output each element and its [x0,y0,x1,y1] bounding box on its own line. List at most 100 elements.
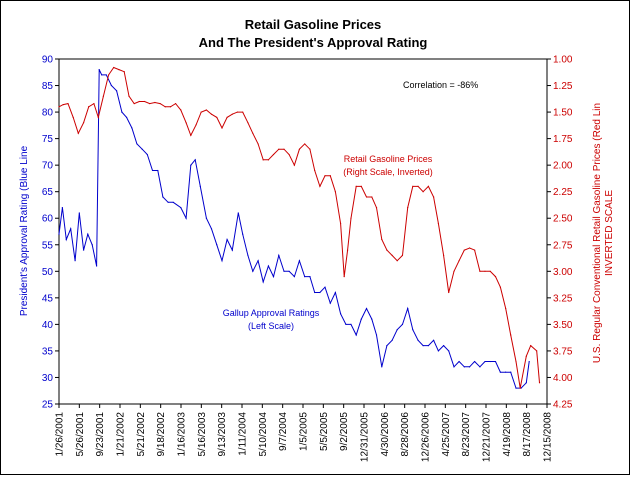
series-0-point [237,212,239,214]
series-1-point [381,238,383,241]
series-1-point [221,127,223,129]
x-tick-label: 5/21/2002 [136,412,147,457]
series-0-point [293,276,295,278]
series-1-point [108,74,110,76]
series-0-point [360,318,362,320]
series-0-point [314,291,316,294]
series-1-point [489,270,491,272]
series-0-point [146,153,148,156]
series-0-point [309,276,311,278]
series-0-point [433,339,435,341]
series-1-point [515,360,517,363]
series-0-point [319,291,321,294]
x-tick-label: 9/18/2002 [156,412,167,457]
series-1-point [458,260,460,262]
gas-series-label-line2: (Right Scale, Inverted) [343,167,433,177]
series-1-point [58,106,60,108]
series-1-point [138,100,140,103]
series-0-point [278,254,280,256]
series-0-point [267,265,270,267]
series-0-point [371,318,373,320]
series-1-point [123,71,125,73]
right-tick-label: 2.75 [553,240,573,251]
series-1-point [143,100,146,103]
series-0-point [98,69,100,71]
right-tick-label: 1.00 [553,55,573,66]
series-1-point [226,116,228,118]
series-0-point [216,244,218,246]
series-1-point [252,132,254,134]
series-0-point [242,233,244,235]
left-tick-label: 35 [42,346,54,357]
series-1-point [309,148,311,150]
series-1-point [412,185,414,187]
series-0-point [334,291,336,294]
x-tick-label: 9/13/2003 [217,412,228,457]
left-tick-label: 65 [42,187,54,198]
series-1-point [216,116,218,118]
x-tick-label: 1/11/2004 [238,412,249,456]
series-1-point [242,111,244,113]
series-layer [58,66,541,389]
series-0-point [162,196,164,198]
series-1-point [448,291,450,294]
series-0-point [407,307,409,310]
series-1-point [88,106,90,108]
series-1-point [304,143,306,145]
series-1-point [62,104,64,106]
series-0-point [116,90,118,92]
right-tick-label: 1.25 [553,81,573,92]
x-tick-label: 5/26/2001 [75,412,86,457]
series-0-point [105,74,107,76]
gas-series-label-line1: Retail Gasoline Prices [344,154,433,164]
series-1-point [401,254,404,256]
series-0-point [101,74,103,76]
series-0-point [463,366,465,368]
series-1-point [386,249,388,251]
series-0-point [329,302,331,304]
right-tick-label: 3.75 [553,346,573,357]
series-0-point [345,323,347,325]
series-1-point [247,122,249,124]
series-1-point [334,191,336,193]
series-1-point [375,207,378,209]
series-1-point [169,106,172,108]
series-0-point [58,233,60,235]
series-0-point [396,329,398,331]
series-1-point [324,175,326,177]
series-1-point [93,102,95,105]
series-0-point [180,207,182,209]
x-axis: 1/26/2001 5/26/2001 9/23/2001 1/21/2002 5/21… [55,404,554,462]
left-tick-label: 75 [42,134,54,145]
series-0-point [194,159,196,161]
series-1-point [174,102,177,105]
series-0-point [82,249,85,251]
x-tick-label: 1/21/2002 [116,412,127,457]
left-tick-label: 60 [42,214,54,225]
series-0-point [257,260,259,262]
series-1-point [343,276,345,278]
x-tick-label: 8/17/2008 [522,412,533,457]
approval-series-label-line1: Gallup Approval Ratings [223,308,320,318]
series-0-point [210,228,213,230]
series-1-point [128,95,130,97]
left-tick-label: 90 [42,55,54,66]
series-0-point [61,207,63,209]
left-axis: 25 30 35 40 45 50 55 60 65 70 75 80 85 90 [42,55,59,411]
x-tick-label: 9/7/2004 [278,412,289,451]
right-axis: 1.00 1.25 1.50 1.75 2.00 2.25 2.50 2.75 3.00 3.25… [547,55,573,411]
series-1-point [355,185,357,187]
series-0-point [437,350,439,352]
series-0-point [417,339,419,341]
series-0-point [381,366,383,368]
series-0-point [221,260,223,262]
series-0-point [479,366,481,368]
series-1-point [350,217,352,219]
series-1-point [371,196,373,198]
series-0-point [110,84,112,87]
right-tick-label: 2.00 [553,161,573,172]
series-1-point [319,185,321,187]
series-1-point [494,276,497,278]
series-0-point [525,382,527,384]
series-1-point [340,222,342,225]
